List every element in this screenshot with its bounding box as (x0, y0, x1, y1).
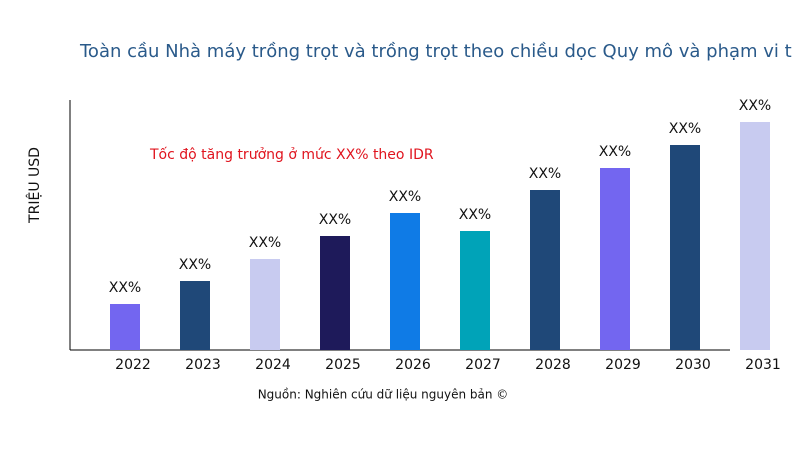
value-label: XX% (459, 207, 491, 223)
bar (110, 304, 140, 350)
value-label: XX% (599, 144, 631, 160)
bar (740, 122, 770, 350)
bar (250, 259, 280, 350)
x-tick-label: 2024 (255, 357, 291, 373)
x-tick-label: 2031 (745, 357, 781, 373)
x-tick-label: 2029 (605, 357, 641, 373)
bar (600, 168, 630, 350)
chart-title: Toàn cầu Nhà máy trồng trọt và trồng trọ… (79, 41, 792, 62)
bar (390, 213, 420, 350)
x-tick-label: 2025 (325, 357, 361, 373)
value-label: XX% (669, 121, 701, 137)
bar (180, 281, 210, 350)
value-label: XX% (179, 257, 211, 273)
x-tick-label: 2026 (395, 357, 431, 373)
x-tick-label: 2022 (115, 357, 151, 373)
x-tick-label: 2027 (465, 357, 501, 373)
bar (460, 231, 490, 350)
bar (670, 145, 700, 350)
value-label: XX% (389, 189, 421, 205)
source: Nguồn: Nghiên cứu dữ liệu nguyên bản © (258, 388, 509, 402)
x-tick-label: 2030 (675, 357, 711, 373)
value-label: XX% (529, 166, 561, 182)
bar (320, 236, 350, 350)
value-label: XX% (319, 212, 351, 228)
value-label: XX% (249, 235, 281, 251)
annotation: Tốc độ tăng trưởng ở mức XX% theo IDR (149, 146, 434, 163)
y-axis-label: TRIỆU USD (25, 147, 43, 224)
x-tick-label: 2028 (535, 357, 571, 373)
bar (530, 190, 560, 350)
value-label: XX% (739, 98, 771, 114)
x-tick-label: 2023 (185, 357, 221, 373)
value-label: XX% (109, 280, 141, 296)
